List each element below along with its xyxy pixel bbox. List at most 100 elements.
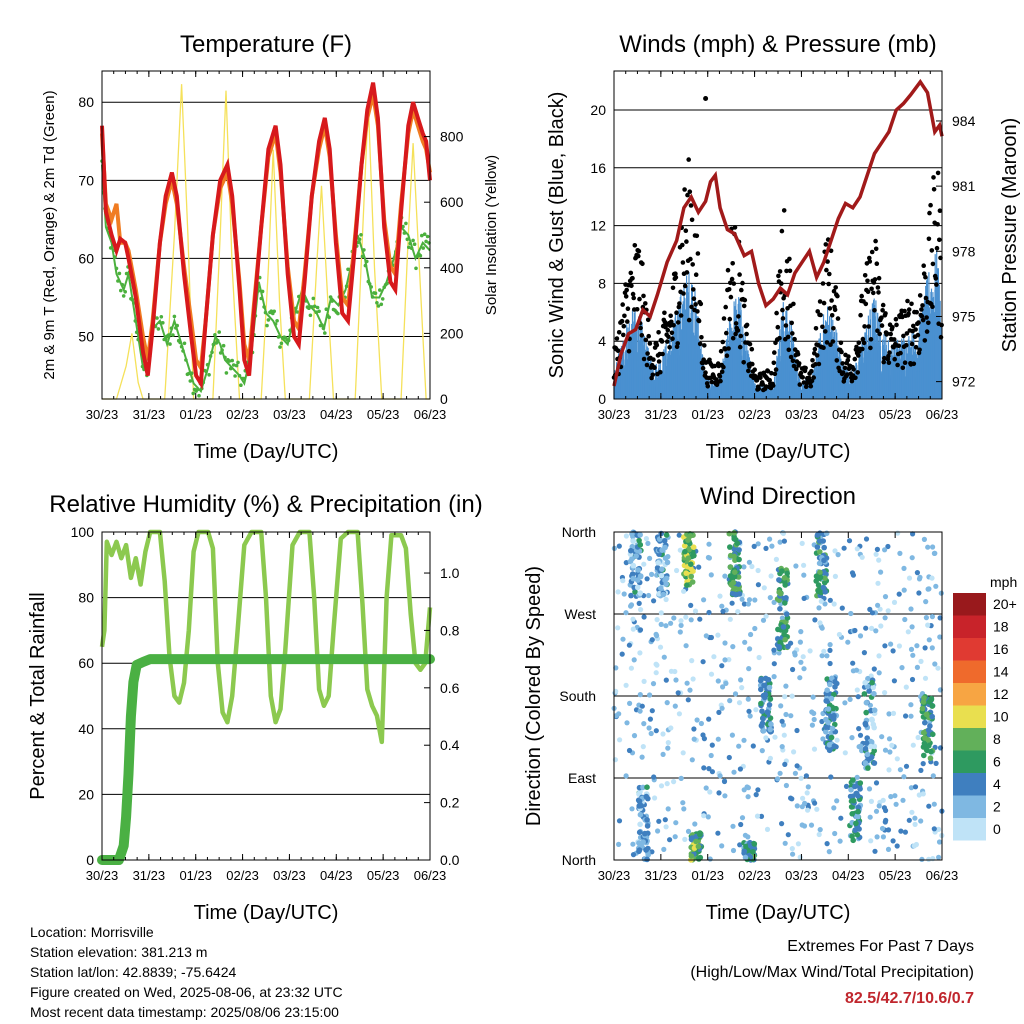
direction-point: [742, 832, 749, 838]
direction-point: [701, 736, 708, 742]
y-tick-label: 20: [590, 102, 606, 118]
y-tick-label: 50: [78, 329, 94, 345]
direction-point: [848, 610, 854, 617]
direction-point: [832, 548, 838, 554]
direction-point: [854, 831, 861, 838]
gust-point: [670, 336, 675, 342]
direction-point: [683, 570, 690, 576]
y-tick-label: 70: [78, 172, 94, 188]
direction-point: [684, 582, 690, 588]
direction-xlabel: Time (Day/UTC): [706, 902, 851, 924]
dewpoint-point: [376, 304, 381, 308]
direction-point: [749, 563, 755, 570]
direction-point: [707, 789, 713, 795]
dewpoint-point: [375, 301, 379, 305]
gust-point: [736, 314, 741, 319]
gust-point: [614, 336, 620, 341]
direction-point: [615, 625, 621, 631]
dewpoint-point: [207, 373, 211, 377]
direction-point: [873, 808, 880, 814]
gust-point: [922, 338, 928, 343]
direction-point: [785, 643, 791, 650]
speed-legend: 20+ 18 16 14 12 10 8 6 4 2 0: [953, 593, 1017, 841]
gust-point: [920, 303, 925, 308]
x-tick-label: 01/23: [179, 868, 212, 883]
direction-point: [841, 545, 847, 551]
direction-point: [647, 692, 653, 698]
dewpoint-point: [401, 224, 405, 229]
direction-point: [906, 817, 912, 823]
dewpoint-point: [119, 288, 123, 293]
direction-point: [930, 731, 936, 738]
gust-point: [719, 369, 725, 375]
direction-point: [825, 706, 832, 712]
direction-point: [661, 846, 667, 853]
direction-point: [746, 559, 753, 565]
direction-point: [692, 821, 698, 827]
dewpoint-point: [314, 310, 319, 315]
gust-point: [904, 342, 909, 348]
gust-point: [924, 315, 929, 320]
direction-point: [633, 553, 639, 559]
direction-point: [862, 745, 869, 752]
gust-point: [703, 96, 709, 101]
legend-swatch: [953, 750, 986, 773]
dewpoint-point: [336, 311, 340, 316]
dewpoint-point: [123, 290, 127, 294]
direction-point: [790, 666, 796, 673]
direction-point: [893, 801, 899, 807]
direction-point: [677, 547, 683, 553]
direction-point: [719, 843, 725, 849]
direction-point: [640, 744, 646, 750]
direction-point: [885, 846, 892, 853]
direction-point: [901, 565, 907, 572]
direction-point: [641, 561, 647, 567]
gust-point: [825, 259, 830, 264]
direction-point: [663, 581, 669, 587]
legend-swatch: [953, 683, 986, 706]
direction-plot-frame: [613, 531, 943, 861]
direction-point: [925, 544, 931, 550]
direction-point: [797, 675, 803, 681]
gust-point: [938, 334, 944, 340]
dewpoint-point: [420, 233, 424, 238]
direction-point: [794, 803, 800, 809]
direction-point: [791, 749, 797, 755]
direction-point: [634, 584, 641, 591]
direction-point: [654, 633, 660, 639]
direction-point: [636, 798, 643, 804]
direction-point: [755, 567, 761, 574]
legend-swatch: [953, 660, 986, 683]
direction-point: [788, 795, 794, 801]
direction-point: [885, 608, 891, 614]
direction-point: [916, 792, 922, 798]
direction-point: [912, 784, 919, 790]
direction-point: [800, 795, 806, 801]
direction-point: [853, 790, 860, 797]
direction-point: [721, 778, 728, 785]
gust-point: [880, 308, 885, 313]
direction-point: [630, 626, 636, 632]
direction-point: [689, 835, 695, 841]
direction-point: [837, 838, 843, 844]
direction-point: [731, 585, 737, 592]
winds-ticks: 30/23 31/23 01/23 02/23 03/23 04/23 05/23 06/23…: [590, 71, 976, 422]
dewpoint-point: [378, 288, 382, 292]
gust-point: [876, 290, 881, 295]
direction-point: [620, 578, 626, 584]
direction-point: [697, 831, 703, 838]
gust-point: [694, 233, 700, 239]
gust-point: [817, 299, 823, 304]
direction-point: [626, 747, 633, 754]
direction-point: [781, 575, 788, 581]
direction-point: [759, 708, 765, 714]
gust-point: [882, 355, 887, 361]
direction-point: [800, 654, 806, 660]
gust-point: [645, 317, 651, 323]
direction-point: [869, 625, 875, 632]
gust-point: [898, 350, 903, 356]
dewpoint-point: [425, 234, 430, 239]
legend-label: 10: [993, 709, 1009, 725]
gust-point: [934, 282, 939, 287]
direction-point: [768, 573, 774, 579]
